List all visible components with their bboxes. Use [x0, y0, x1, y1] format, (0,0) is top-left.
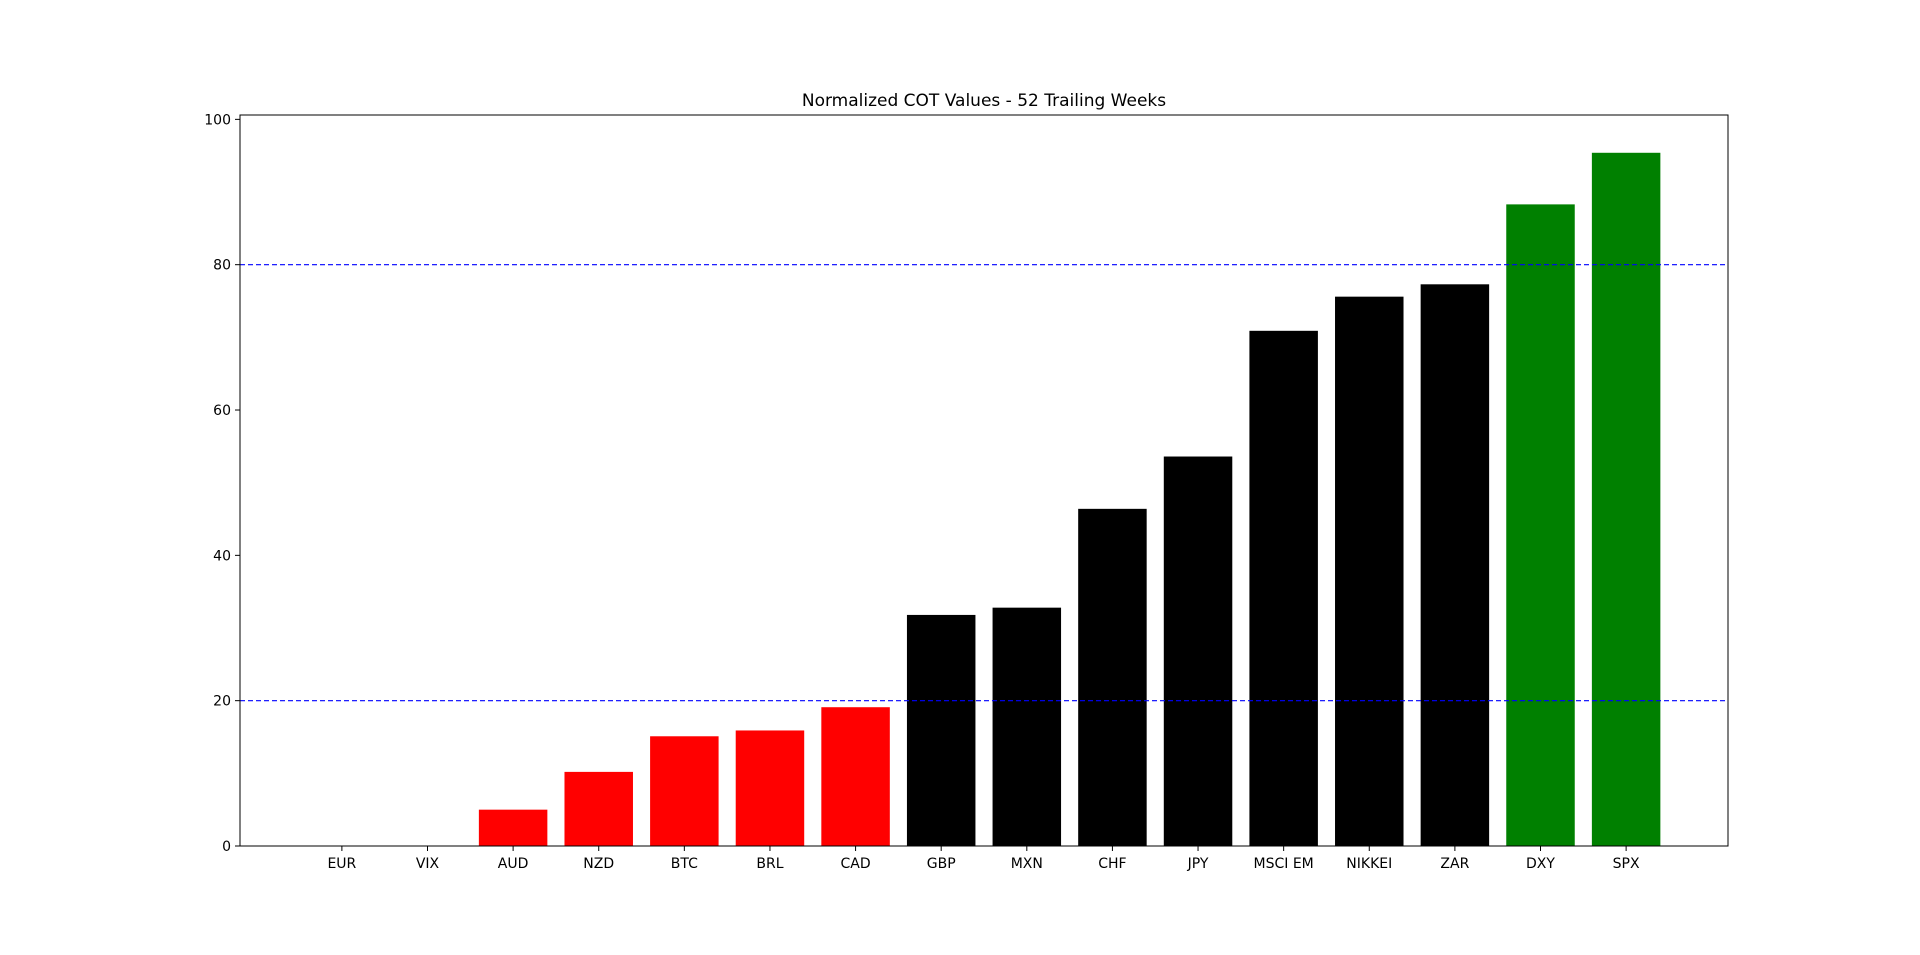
- bar: [1506, 204, 1575, 847]
- x-tick-label: ZAR: [1440, 856, 1469, 872]
- x-tick-label: NIKKEI: [1346, 856, 1392, 872]
- bar: [478, 809, 548, 846]
- y-tick-label: 60: [213, 403, 231, 419]
- x-tick-label: MXN: [1011, 856, 1043, 872]
- bar: [1591, 152, 1661, 847]
- x-tick-label: NZD: [583, 856, 614, 872]
- bar: [650, 736, 719, 846]
- bar: [821, 707, 890, 846]
- x-tick-label: EUR: [327, 856, 356, 872]
- bar: [906, 614, 976, 846]
- bar: [1249, 330, 1318, 846]
- x-tick-label: AUD: [498, 856, 529, 872]
- y-tick-label: 80: [213, 258, 231, 274]
- x-tick-label: SPX: [1613, 856, 1640, 872]
- x-tick-label: CHF: [1098, 856, 1126, 872]
- x-tick-label: VIX: [416, 856, 440, 872]
- bar: [992, 607, 1062, 846]
- y-tick-label: 40: [213, 548, 231, 564]
- plot-frame: [239, 114, 1729, 847]
- chart-title: Normalized COT Values - 52 Trailing Week…: [802, 91, 1166, 111]
- bar: [1078, 508, 1147, 846]
- bar: [564, 771, 633, 846]
- bar: [735, 730, 805, 846]
- y-tick-label: 0: [222, 839, 231, 855]
- y-tick-label: 20: [213, 694, 231, 710]
- bar: [1335, 296, 1404, 846]
- x-tick-label: GBP: [927, 856, 956, 872]
- bar: [1163, 456, 1233, 846]
- x-tick-label: DXY: [1526, 856, 1555, 872]
- x-tick-label: JPY: [1187, 856, 1209, 872]
- bar: [1420, 284, 1490, 847]
- x-tick-label: MSCI EM: [1254, 856, 1314, 872]
- y-tick-label: 100: [204, 112, 231, 128]
- x-tick-label: BRL: [756, 856, 783, 872]
- x-tick-label: BTC: [671, 856, 698, 872]
- x-tick-label: CAD: [841, 856, 871, 872]
